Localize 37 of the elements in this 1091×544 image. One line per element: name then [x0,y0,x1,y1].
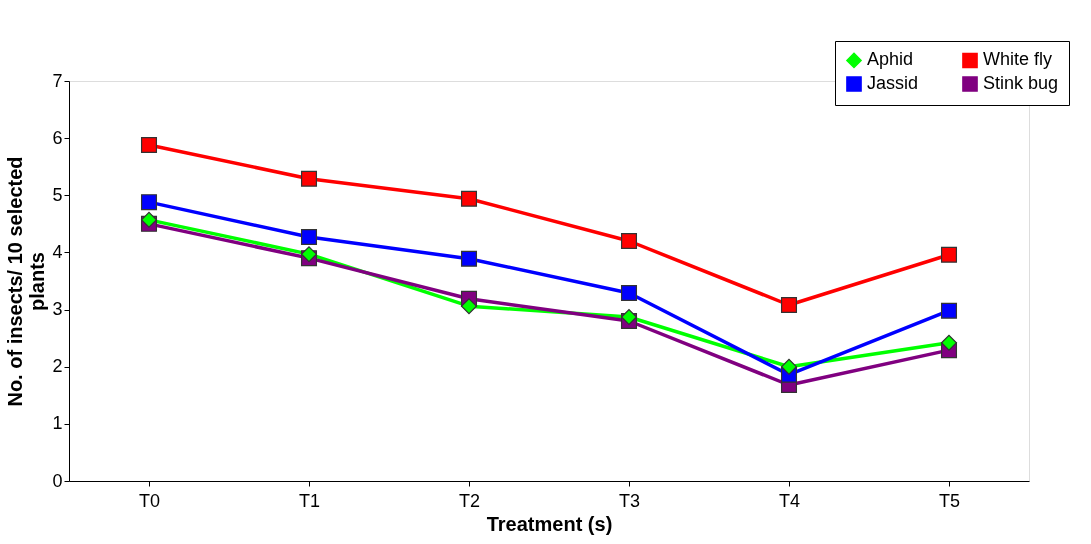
point [140,194,158,211]
point [940,246,958,263]
y-tick-label: 4 [52,241,63,262]
x-tick-label: T3 [618,490,641,511]
legend-label: Aphid [867,49,914,70]
point [780,296,798,314]
point [940,334,958,351]
point [780,358,798,375]
point [620,284,638,302]
x-tick-label: T4 [778,490,801,511]
point [620,232,638,250]
point [300,246,318,263]
point [940,302,958,319]
point [460,298,478,315]
x-tick-label: T0 [138,490,161,511]
point [300,170,318,187]
legend-label: Stink bug [983,73,1059,93]
legend-label: Jassid [867,73,919,93]
y-tick-label: 7 [52,70,63,91]
y-tick-label: 1 [52,413,63,434]
point [300,228,318,246]
y-tick-label: 3 [52,299,63,320]
point [620,308,638,326]
x-tick-label: T2 [458,490,481,511]
y-tick-label: 6 [52,127,63,148]
x-tick-label: T1 [298,490,321,511]
legend-label: White fly [983,49,1053,70]
y-tick-label: 0 [52,470,63,491]
y-axis-title: No. of insects/ 10 selected plants [4,156,49,407]
x-tick-label: T5 [938,490,961,511]
x-axis-title: Treatment (s) [486,512,613,535]
point [140,136,158,154]
y-tick-label: 2 [52,356,63,377]
point [140,211,158,228]
point [460,250,478,267]
y-tick-label: 5 [52,184,63,205]
point [460,190,478,207]
